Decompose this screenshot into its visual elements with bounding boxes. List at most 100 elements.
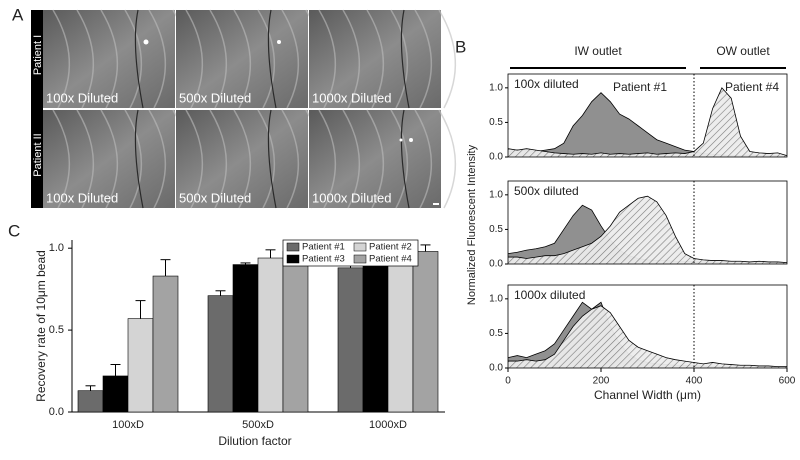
y-tick-label: 1.0	[489, 189, 503, 200]
panel-label: B	[455, 37, 466, 56]
legend-label: Patient #4	[369, 254, 412, 265]
streak	[342, 109, 361, 209]
bar	[412, 251, 439, 413]
streak	[209, 9, 228, 109]
streak	[148, 9, 167, 109]
panel-label: A	[12, 5, 24, 24]
x-tick-label: 400	[686, 376, 703, 387]
streak	[233, 9, 252, 109]
bead	[409, 138, 413, 142]
image-caption: 500x Diluted	[179, 90, 251, 105]
y-tick-label: 0.5	[489, 328, 503, 339]
area-line	[507, 87, 788, 157]
area-fill	[508, 196, 787, 264]
streak	[185, 109, 204, 209]
y-tick-label: 1.0	[49, 242, 64, 254]
streak	[52, 9, 71, 109]
legend-swatch	[286, 254, 300, 264]
channel-wall	[267, 9, 277, 109]
y-tick-label: 0.5	[489, 117, 503, 128]
streak	[100, 9, 119, 109]
area-fill	[508, 305, 787, 368]
plot-title: 1000x diluted	[514, 288, 585, 302]
x-tick-label: 1000xD	[369, 419, 407, 431]
bar	[337, 267, 364, 413]
channel-wall	[400, 109, 410, 209]
series-label: Patient #1	[613, 80, 667, 94]
y-tick-label: 1.0	[489, 293, 503, 304]
legend-label: Patient #1	[302, 242, 345, 253]
outlet-label: OW outlet	[716, 44, 770, 58]
streak	[124, 9, 143, 109]
bar	[232, 264, 259, 413]
bar	[257, 257, 284, 413]
legend-label: Patient #3	[302, 254, 345, 265]
bead	[143, 39, 149, 45]
image-caption: 100x Diluted	[46, 190, 118, 205]
outlet-label: IW outlet	[574, 44, 622, 58]
streak	[257, 9, 276, 109]
area-line	[508, 305, 787, 368]
bead	[399, 138, 403, 142]
streak	[233, 109, 252, 209]
row-label: Patient I	[32, 35, 44, 75]
streak	[100, 109, 119, 209]
plot-frame	[507, 73, 788, 158]
streak	[148, 109, 167, 209]
y-tick-label: 0.5	[489, 224, 503, 235]
image-caption: 1000x Diluted	[312, 190, 392, 205]
streak	[76, 9, 95, 109]
streak	[318, 9, 337, 109]
streak	[390, 9, 409, 109]
streak	[366, 9, 385, 109]
streak	[342, 9, 361, 109]
streak	[76, 109, 95, 209]
scale-bar	[433, 203, 439, 205]
plot-frame	[507, 180, 788, 265]
x-tick-label: 0	[505, 376, 511, 387]
streak	[414, 9, 433, 109]
legend-swatch	[353, 242, 367, 252]
bar	[152, 275, 179, 413]
image-caption: 1000x Diluted	[312, 90, 392, 105]
streak	[281, 9, 300, 109]
y-tick-label: 0.0	[489, 259, 503, 270]
legend-label: Patient #2	[369, 242, 412, 253]
image-caption: 500x Diluted	[179, 190, 251, 205]
streak	[390, 109, 409, 209]
streak	[52, 109, 71, 209]
x-tick-label: 500xD	[242, 419, 274, 431]
plot-title: 500x diluted	[514, 184, 579, 198]
plot-title: 100x diluted	[514, 77, 579, 91]
bar	[282, 251, 309, 413]
bar	[102, 375, 129, 413]
legend-swatch	[286, 242, 300, 252]
streak	[366, 109, 385, 209]
x-tick-label: 100xD	[112, 419, 144, 431]
streak	[414, 109, 433, 209]
area-fill	[508, 92, 787, 157]
streak	[438, 9, 457, 109]
streak	[185, 9, 204, 109]
bar	[77, 390, 104, 413]
x-tick-label: 200	[593, 376, 610, 387]
y-axis-title: Recovery rate of 10μm bead	[34, 250, 48, 402]
streak	[124, 109, 143, 209]
y-axis-title: Normalized Fluorescent Intensity	[466, 144, 478, 305]
streak	[281, 109, 300, 209]
y-tick-label: 0.0	[489, 363, 503, 374]
plot-frame	[507, 284, 788, 369]
y-tick-label: 0.5	[49, 324, 64, 336]
bead	[277, 40, 281, 44]
y-tick-label: 0.0	[49, 406, 64, 418]
legend-swatch	[353, 254, 367, 264]
y-tick-label: 1.0	[489, 82, 503, 93]
streak	[209, 109, 228, 209]
row-bar	[31, 10, 43, 208]
bar	[387, 254, 414, 413]
channel-wall	[134, 9, 144, 109]
streak	[257, 109, 276, 209]
x-axis-title: Channel Width (μm)	[594, 388, 701, 402]
